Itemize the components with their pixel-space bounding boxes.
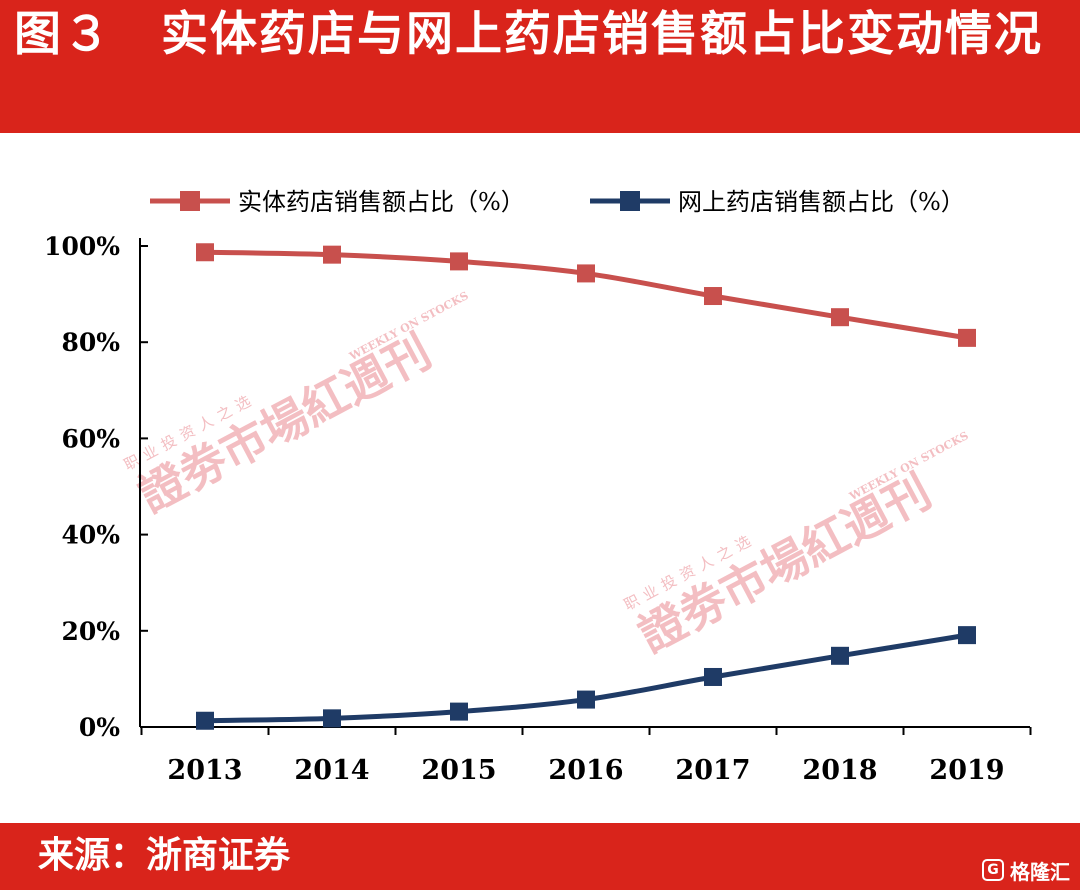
series-1-point-2018 (831, 308, 849, 327)
y-tick-label: 0% (79, 713, 120, 742)
axes: 0% 20% 40% 60% 80% 100% 2013 2014 2015 2016 2017 20… (44, 232, 1032, 786)
series-2-point-2013 (196, 711, 214, 730)
x-tick-label: 2016 (548, 755, 623, 786)
series-2-point-2019 (958, 626, 976, 645)
legend-label-2: 网上药店销售额占比（%） (678, 188, 965, 216)
y-tick-label: 100% (44, 232, 120, 261)
y-tick-label: 80% (61, 328, 120, 357)
series-1-point-2017 (704, 287, 722, 306)
series-2-point-2017 (704, 667, 722, 686)
series-1-point-2014 (323, 245, 341, 264)
series-2-point-2016 (577, 690, 595, 709)
y-tick-label: 20% (61, 617, 120, 646)
x-tick-label: 2014 (294, 755, 369, 786)
brand-logo-icon: G (982, 859, 1004, 881)
source-note: 来源：浙商证券 (38, 835, 291, 876)
x-tick-label: 2015 (421, 755, 496, 786)
y-tick-label: 60% (61, 424, 120, 453)
watermark-name: 證劵市場紅週刊 (130, 324, 440, 523)
legend-marker-2 (620, 191, 640, 211)
series-2-point-2014 (323, 709, 341, 728)
legend-marker-1 (180, 191, 200, 211)
x-tick-label: 2017 (675, 755, 750, 786)
brand-name: 格隆汇 (1010, 859, 1070, 884)
y-tick-label: 40% (61, 521, 120, 550)
legend-label-1: 实体药店销售额占比（%） (238, 188, 525, 216)
series-1-point-2015 (450, 252, 468, 271)
title-banner: 图３ 实体药店与网上药店销售额占比变动情况 (0, 0, 1080, 133)
series-1-point-2013 (196, 243, 214, 262)
series-2-point-2015 (450, 702, 468, 721)
x-tick-label: 2018 (802, 755, 877, 786)
footer-bar: 来源：浙商证券 G 格隆汇 (0, 823, 1080, 890)
chart-area: 职业投资人之选 證劵市場紅週刊 WEEKLY ON STOCKS 职业投资人之选 證劵市… (0, 133, 1080, 823)
figure-title: 图３ 实体药店与网上药店销售额占比变动情况 (14, 7, 1043, 62)
series-1-point-2019 (958, 328, 976, 347)
series-2-point-2018 (831, 646, 849, 665)
x-tick-label: 2019 (929, 755, 1004, 786)
watermark-name: 證劵市場紅週刊 (630, 464, 940, 663)
x-tick-label: 2013 (167, 755, 242, 786)
brand-logo: G 格隆汇 (982, 857, 1070, 884)
series-layer (196, 243, 976, 730)
legend: 实体药店销售额占比（%） 网上药店销售额占比（%） (150, 188, 965, 216)
series-1-point-2016 (577, 264, 595, 283)
